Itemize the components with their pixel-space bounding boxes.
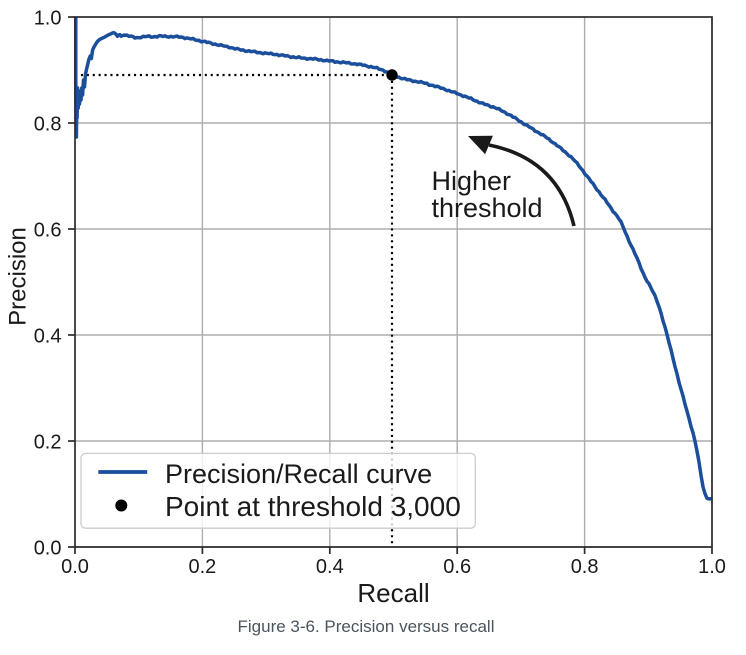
svg-text:0.4: 0.4	[316, 556, 344, 578]
svg-text:Point at threshold 3,000: Point at threshold 3,000	[165, 491, 461, 522]
svg-text:Higher: Higher	[432, 166, 512, 196]
svg-text:0.2: 0.2	[34, 431, 62, 453]
svg-text:0.0: 0.0	[61, 556, 89, 578]
svg-text:0.8: 0.8	[34, 113, 62, 135]
svg-text:Precision: Precision	[5, 227, 32, 326]
svg-text:0.2: 0.2	[188, 556, 216, 578]
svg-text:threshold: threshold	[432, 193, 543, 223]
svg-text:Figure 3-6. Precision versus r: Figure 3-6. Precision versus recall	[238, 617, 495, 636]
svg-text:1.0: 1.0	[34, 7, 62, 29]
svg-text:0.6: 0.6	[443, 556, 471, 578]
svg-text:0.6: 0.6	[34, 219, 62, 241]
svg-text:Precision/Recall curve: Precision/Recall curve	[165, 459, 432, 489]
svg-text:Recall: Recall	[357, 578, 429, 608]
svg-text:0.4: 0.4	[34, 325, 62, 347]
svg-text:1.0: 1.0	[698, 556, 726, 578]
svg-text:0.8: 0.8	[571, 556, 599, 578]
svg-text:0.0: 0.0	[34, 537, 62, 559]
